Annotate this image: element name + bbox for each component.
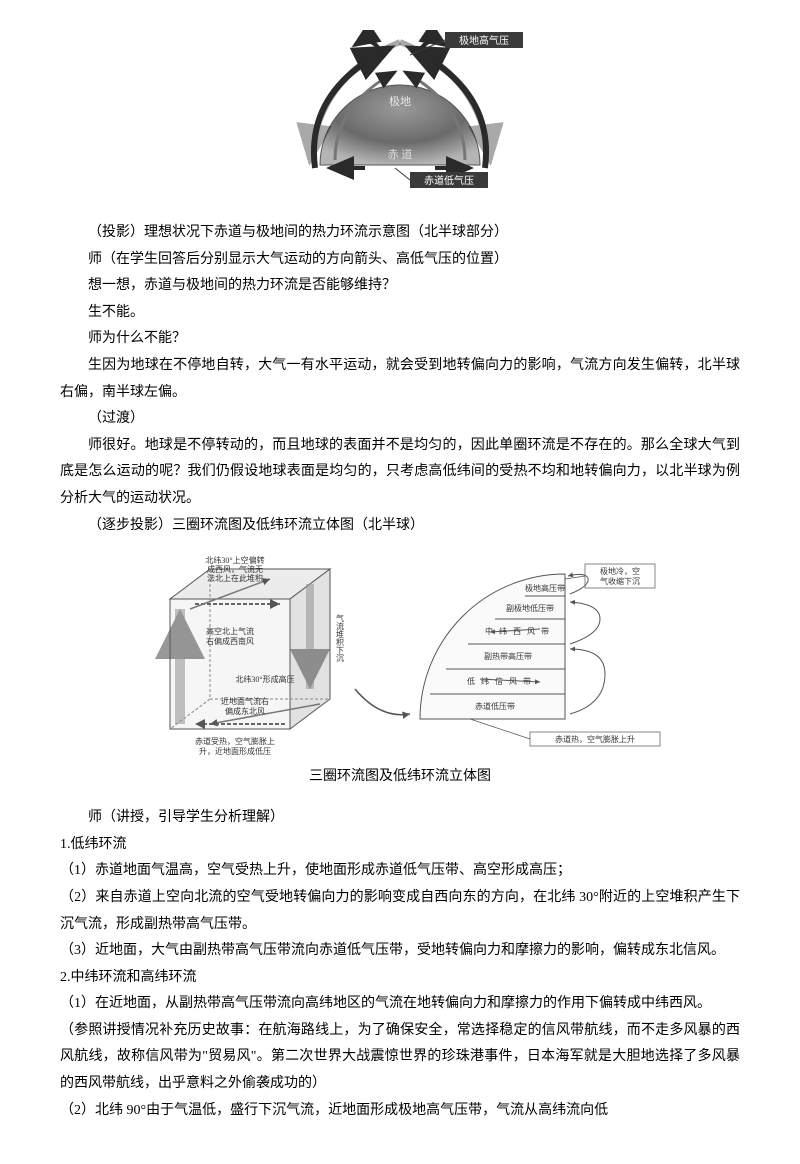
para: 想一想，赤道与极地间的热力环流是否能够维持？ [60, 273, 740, 300]
svg-text:偏成东北风: 偏成东北风 [225, 706, 265, 716]
svg-text:气流堆积下沉: 气流堆积下沉 [336, 613, 345, 663]
svg-text:北纬30°形成高压: 北纬30°形成高压 [235, 674, 294, 684]
svg-text:中 纬 西 风 带: 中 纬 西 风 带 [485, 626, 551, 636]
para: 师（讲授，引导学生分析理解） [60, 805, 740, 832]
svg-text:副热带高压带: 副热带高压带 [484, 651, 532, 661]
svg-text:北纬30°上空偏转: 北纬30°上空偏转 [205, 555, 264, 565]
pole-label: 极地 [389, 94, 411, 108]
figure2-caption: 三圈环流图及低纬环流立体图 [60, 765, 740, 785]
para: （投影）理想状况下赤道与极地间的热力环流示意图（北半球部分） [60, 220, 740, 247]
polar-high-label: 极地高气压 [459, 34, 509, 47]
equator-label: 赤 道 [388, 147, 413, 161]
item-note: （参照讲授情况补充历史故事：在航海路线上，为了确保安全，常选择稳定的信风带航线，… [60, 1018, 740, 1098]
svg-text:成西风，气流无: 成西风，气流无 [207, 564, 263, 574]
item: （1）在近地面，从副热带高气压带流向高纬地区的气流在地转偏向力和摩擦力的作用下偏… [60, 991, 740, 1018]
para: 生不能。 [60, 300, 740, 327]
svg-text:极地冷，空: 极地冷，空 [600, 566, 640, 576]
svg-text:近地面气流右: 近地面气流右 [221, 696, 269, 706]
para: （过渡） [60, 406, 740, 433]
para: 师（在学生回答后分别显示大气运动的方向箭头、高低气压的位置） [60, 247, 740, 274]
item: （3）近地面，大气由副热带高气压带流向赤道低气压带，受地转偏向力和摩擦力的影响，… [60, 938, 740, 965]
item: （2）北纬 90°由于气温低，盛行下沉气流，近地面形成极地高气压带，气流从高纬流… [60, 1098, 740, 1125]
para: 生因为地球在不停地自转，大气一有水平运动，就会受到地转偏向力的影响，气流方向发生… [60, 353, 740, 406]
svg-text:气收缩下沉: 气收缩下沉 [600, 576, 640, 586]
hemisphere-bands: 极地高压带 副极地低压带 中 纬 西 风 带 副热带高压带 低 纬 信 风 带 … [420, 564, 660, 746]
three-cell-diagram: 北纬30°上空偏转 成西风，气流无 法北上在此堆积 高空北上气流 右偏成西南风 … [130, 549, 670, 759]
para: （逐步投影）三圈环流图及低纬环流立体图（北半球） [60, 513, 740, 540]
svg-text:赤道受热，空气膨胀上: 赤道受热，空气膨胀上 [195, 736, 275, 746]
svg-text:赤道低压带: 赤道低压带 [475, 701, 515, 711]
figure-ideal-circulation: 极地 赤 道 极地高气压 [60, 30, 740, 200]
hemisphere-diagram: 极地 赤 道 极地高气压 [260, 30, 540, 200]
item: （2）来自赤道上空向北流的空气受地转偏向力的影响变成自西向东的方向，在北纬 30… [60, 885, 740, 938]
svg-text:副极地低压带: 副极地低压带 [506, 603, 554, 613]
heading-low-lat: 1.低纬环流 [60, 832, 740, 859]
svg-text:法北上在此堆积: 法北上在此堆积 [207, 573, 263, 583]
heading-mid-high-lat: 2.中纬环流和高纬环流 [60, 965, 740, 992]
item: （1）赤道地面气温高，空气受热上升，使地面形成赤道低气压带、高空形成高压； [60, 858, 740, 885]
cube-3d: 北纬30°上空偏转 成西风，气流无 法北上在此堆积 高空北上气流 右偏成西南风 … [170, 555, 345, 756]
para: 师很好。地球是不停转动的，而且地球的表面并不是均匀的，因此单圈环流是不存在的。那… [60, 433, 740, 513]
svg-text:高空北上气流: 高空北上气流 [206, 626, 254, 636]
figure-three-cell: 北纬30°上空偏转 成西风，气流无 法北上在此堆积 高空北上气流 右偏成西南风 … [60, 549, 740, 785]
para: 师为什么不能？ [60, 326, 740, 353]
svg-text:升，近地面形成低压: 升，近地面形成低压 [199, 746, 271, 756]
svg-text:赤道热，空气膨胀上升: 赤道热，空气膨胀上升 [555, 734, 635, 744]
svg-text:极地高压带: 极地高压带 [525, 583, 565, 593]
equator-low-label: 赤道低气压 [424, 174, 474, 187]
svg-text:右偏成西南风: 右偏成西南风 [206, 636, 254, 646]
